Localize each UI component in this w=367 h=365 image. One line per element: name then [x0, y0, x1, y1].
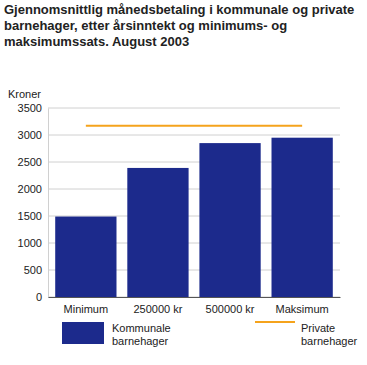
- bar: [127, 168, 188, 297]
- y-tick-label: 0: [36, 291, 42, 303]
- grid: [48, 108, 340, 297]
- chart: Gjennomsnittlig månedsbetaling i kommuna…: [0, 0, 367, 365]
- x-tick-label: Minimum: [64, 303, 109, 315]
- title: Gjennomsnittlig månedsbetaling i kommuna…: [4, 2, 354, 49]
- x-tick: 500000 kr: [206, 297, 255, 315]
- y-tick-label: 1500: [18, 210, 42, 222]
- y-axis-line: [48, 109, 49, 298]
- x-tick: Maksimum: [276, 297, 329, 315]
- y-tick-label: 1000: [18, 237, 42, 249]
- grid-line: [48, 135, 340, 136]
- x-axis-line: [49, 297, 341, 298]
- legend-label: Kommunalebarnehager: [112, 322, 171, 347]
- y-tick: 500: [24, 264, 48, 276]
- marks: [55, 126, 333, 297]
- legend: Kommunalebarnehager Privatebarnehager: [62, 322, 358, 347]
- legend-label: Privatebarnehager: [301, 322, 358, 347]
- grid-line: [48, 108, 340, 109]
- y-tick: 1000: [18, 237, 48, 249]
- y-axis-title: Kroner: [8, 88, 41, 100]
- y-axis: 0 500 1000 1500 2000 2500 3000 3500: [18, 102, 49, 303]
- y-tick: 1500: [18, 210, 48, 222]
- y-tick-label: 500: [24, 264, 42, 276]
- bar: [272, 138, 333, 297]
- y-tick: 3500: [18, 102, 48, 114]
- legend-swatch: [255, 321, 295, 323]
- x-tick-label: 500000 kr: [206, 303, 255, 315]
- x-tick: Minimum: [64, 297, 109, 315]
- y-tick-label: 3000: [18, 129, 42, 141]
- x-tick-label: 250000 kr: [133, 303, 182, 315]
- x-axis: Minimum 250000 kr 500000 kr Maksimum: [49, 297, 341, 315]
- y-tick: 2500: [18, 156, 48, 168]
- x-tick-label: Maksimum: [276, 303, 329, 315]
- y-tick: 2000: [18, 183, 48, 195]
- y-tick: 3000: [18, 129, 48, 141]
- y-tick-label: 2500: [18, 156, 42, 168]
- y-tick: 0: [36, 291, 48, 303]
- bar: [199, 143, 260, 297]
- legend-swatch: [62, 322, 104, 344]
- x-tick: 250000 kr: [133, 297, 182, 315]
- y-tick-label: 2000: [18, 183, 42, 195]
- bar: [55, 217, 116, 297]
- y-tick-label: 3500: [18, 102, 42, 114]
- line: [86, 125, 302, 127]
